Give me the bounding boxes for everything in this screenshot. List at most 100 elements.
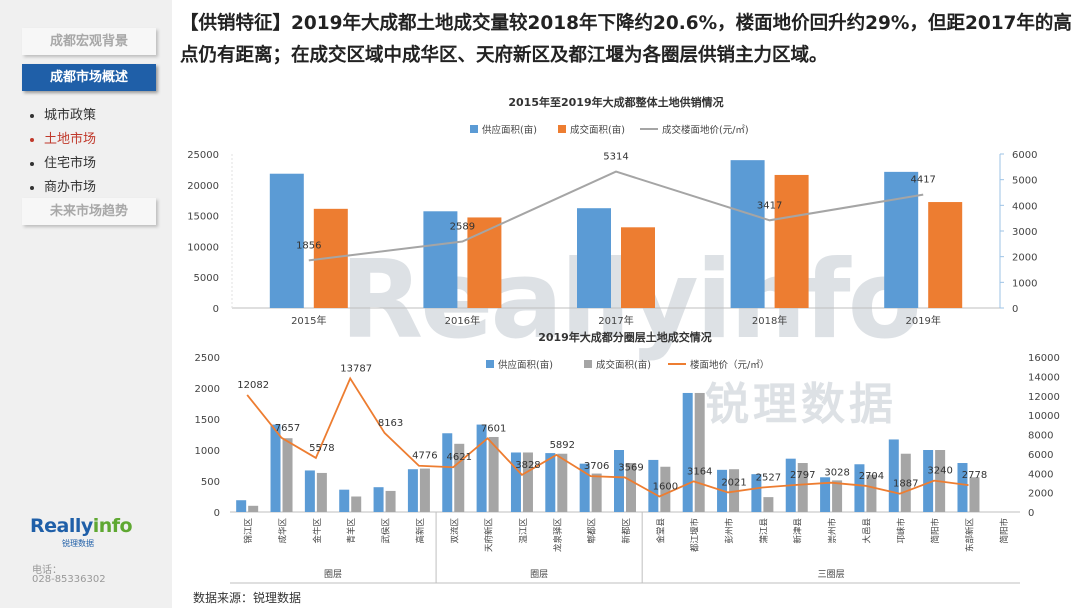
chart2-bar-deal xyxy=(316,472,327,512)
chart2-group-label: 圈层 xyxy=(530,569,548,580)
chart2-x-tick: 崇州市 xyxy=(827,518,838,544)
company-logo: Reallyinfo xyxy=(30,515,133,537)
bullet-icon xyxy=(30,137,34,142)
chart2-title: 2019年大成都分圈层土地成交情况 xyxy=(538,330,712,344)
chart2-data-label: 4776 xyxy=(412,451,437,462)
chart2-bar-deal xyxy=(694,392,705,512)
chart2-y-right-tick: 2000 xyxy=(1028,489,1053,500)
chart2-y-left-tick: 1500 xyxy=(195,415,220,426)
chart2-y-right-tick: 6000 xyxy=(1028,450,1053,461)
chart2-bar-deal xyxy=(248,505,259,512)
chart2-bar-supply xyxy=(373,487,384,512)
chart2-bar-supply xyxy=(923,450,934,512)
chart2-y-right-tick: 12000 xyxy=(1028,392,1060,403)
nav-market-overview[interactable]: 成都市场概述 xyxy=(22,64,156,91)
chart1-legend-label: 成交面积(亩) xyxy=(570,124,625,136)
chart2-data-label: 2527 xyxy=(756,473,781,484)
logo-text: Really xyxy=(30,515,93,537)
chart2-data-label: 7657 xyxy=(275,423,300,434)
chart1-data-label: 5314 xyxy=(603,152,628,163)
chart2-legend-label: 成交面积(亩) xyxy=(596,359,651,371)
nav-sub-item[interactable]: 商办市场 xyxy=(30,176,96,195)
chart2-x-tick: 蒲江县 xyxy=(758,518,769,544)
chart2-bar-deal xyxy=(797,463,808,512)
chart2-bar-supply xyxy=(510,452,521,512)
chart2-y-right-tick: 0 xyxy=(1028,508,1034,519)
chart2-x-tick: 青羊区 xyxy=(346,518,357,544)
chart2-data-label: 1887 xyxy=(893,479,918,490)
watermark-subtitle: 锐理数据 xyxy=(705,379,897,430)
nav-sub-label: 城市政策 xyxy=(44,108,97,123)
page-headline: 【供销特征】2019年大成都土地成交量较2018年下降约20.6%，楼面地价回升… xyxy=(180,13,1072,66)
chart1-y-left-tick: 10000 xyxy=(187,242,219,253)
chart1-bar-supply xyxy=(884,171,919,308)
chart2-data-label: 5892 xyxy=(550,440,575,451)
chart2-line-price xyxy=(246,376,969,498)
chart2-data-label: 5578 xyxy=(309,443,334,454)
chart2-legend-swatch xyxy=(486,360,494,368)
chart1-bar-supply xyxy=(577,208,611,308)
chart2-bar-supply xyxy=(270,424,281,512)
chart2-group-label: 圈层 xyxy=(324,569,342,580)
chart2-data-label: 3828 xyxy=(515,460,540,471)
chart2-bar-deal xyxy=(557,453,568,512)
chart2-x-tick: 简阳市 xyxy=(999,518,1010,544)
chart2-y-right-tick: 16000 xyxy=(1028,353,1060,364)
bullet-icon xyxy=(30,185,34,190)
chart1-bar-deal xyxy=(774,174,809,308)
nav-sub-item-current[interactable]: 土地市场 xyxy=(30,128,96,147)
chart2-data-label: 2797 xyxy=(790,470,815,481)
chart2-data-label: 3240 xyxy=(927,466,952,477)
chart2-bar-deal xyxy=(900,453,911,512)
chart2-x-tick: 成华区 xyxy=(278,518,289,544)
chart2-bar-deal xyxy=(351,496,362,512)
chart2-y-right-tick: 10000 xyxy=(1028,411,1060,422)
chart2-bar-deal xyxy=(419,468,430,512)
chart2-data-label: 12082 xyxy=(237,380,269,391)
chart2-x-tick: 龙泉驿区 xyxy=(552,518,563,553)
chart2-x-tick: 天府新区 xyxy=(484,518,495,553)
chart2-data-label: 8163 xyxy=(378,418,403,429)
chart2-data-label: 3028 xyxy=(824,468,849,479)
chart1-line-price xyxy=(308,170,924,262)
chart1-y-left-tick: 0 xyxy=(213,304,219,315)
chart2-x-tick: 简阳市 xyxy=(930,518,941,544)
nav-macro-background[interactable]: 成都宏观背景 xyxy=(22,28,156,55)
chart1-bar-supply xyxy=(730,160,765,308)
chart2-bar-deal xyxy=(454,443,465,512)
chart1-legend-swatch xyxy=(558,125,566,133)
chart2-bar-deal xyxy=(660,466,671,512)
chart2-bar-deal xyxy=(591,473,602,512)
bullet-icon xyxy=(30,161,34,166)
chart2-x-tick: 邛崃市 xyxy=(896,518,907,544)
chart2-data-label: 2704 xyxy=(859,471,884,482)
chart2-data-label: 2778 xyxy=(962,470,987,481)
chart1-legend-label: 供应面积(亩) xyxy=(482,124,537,136)
chart2-bar-supply xyxy=(854,464,865,512)
chart2-bar-supply xyxy=(304,470,315,512)
nav-future-trend[interactable]: 未来市场趋势 xyxy=(22,198,156,225)
nav-sub-item[interactable]: 住宅市场 xyxy=(30,152,96,171)
sidebar: 成都宏观背景 成都市场概述 城市政策 土地市场 住宅市场 商办市场 未来市场趋势… xyxy=(0,0,172,608)
chart2-x-tick: 金堂县 xyxy=(655,518,666,544)
chart2-x-tick: 高新区 xyxy=(415,518,426,544)
nav-sub-item[interactable]: 城市政策 xyxy=(30,104,96,123)
chart2-x-tick: 双流区 xyxy=(449,518,460,544)
chart2-y-left-tick: 500 xyxy=(201,477,220,488)
chart1-bar-supply xyxy=(423,211,458,308)
chart1-bar-deal xyxy=(621,227,655,308)
chart1-y-right-tick: 0 xyxy=(1012,304,1018,315)
chart1-data-label: 3417 xyxy=(757,200,782,211)
chart2-y-right-tick: 4000 xyxy=(1028,469,1053,480)
chart1-x-tick: 2017年 xyxy=(598,314,633,327)
chart1-y-right-tick: 1000 xyxy=(1012,278,1037,289)
bullet-icon xyxy=(30,113,34,118)
chart1-data-label: 1856 xyxy=(296,240,321,251)
chart2-x-tick: 东部新区 xyxy=(964,518,975,553)
chart1-y-left-tick: 15000 xyxy=(187,212,219,223)
chart2-bar-supply xyxy=(236,500,247,512)
chart2-bar-deal xyxy=(626,463,636,512)
chart1-y-right-tick: 4000 xyxy=(1012,201,1037,212)
chart1-x-tick: 2016年 xyxy=(445,314,480,327)
chart1-y-right-tick: 6000 xyxy=(1012,150,1037,161)
